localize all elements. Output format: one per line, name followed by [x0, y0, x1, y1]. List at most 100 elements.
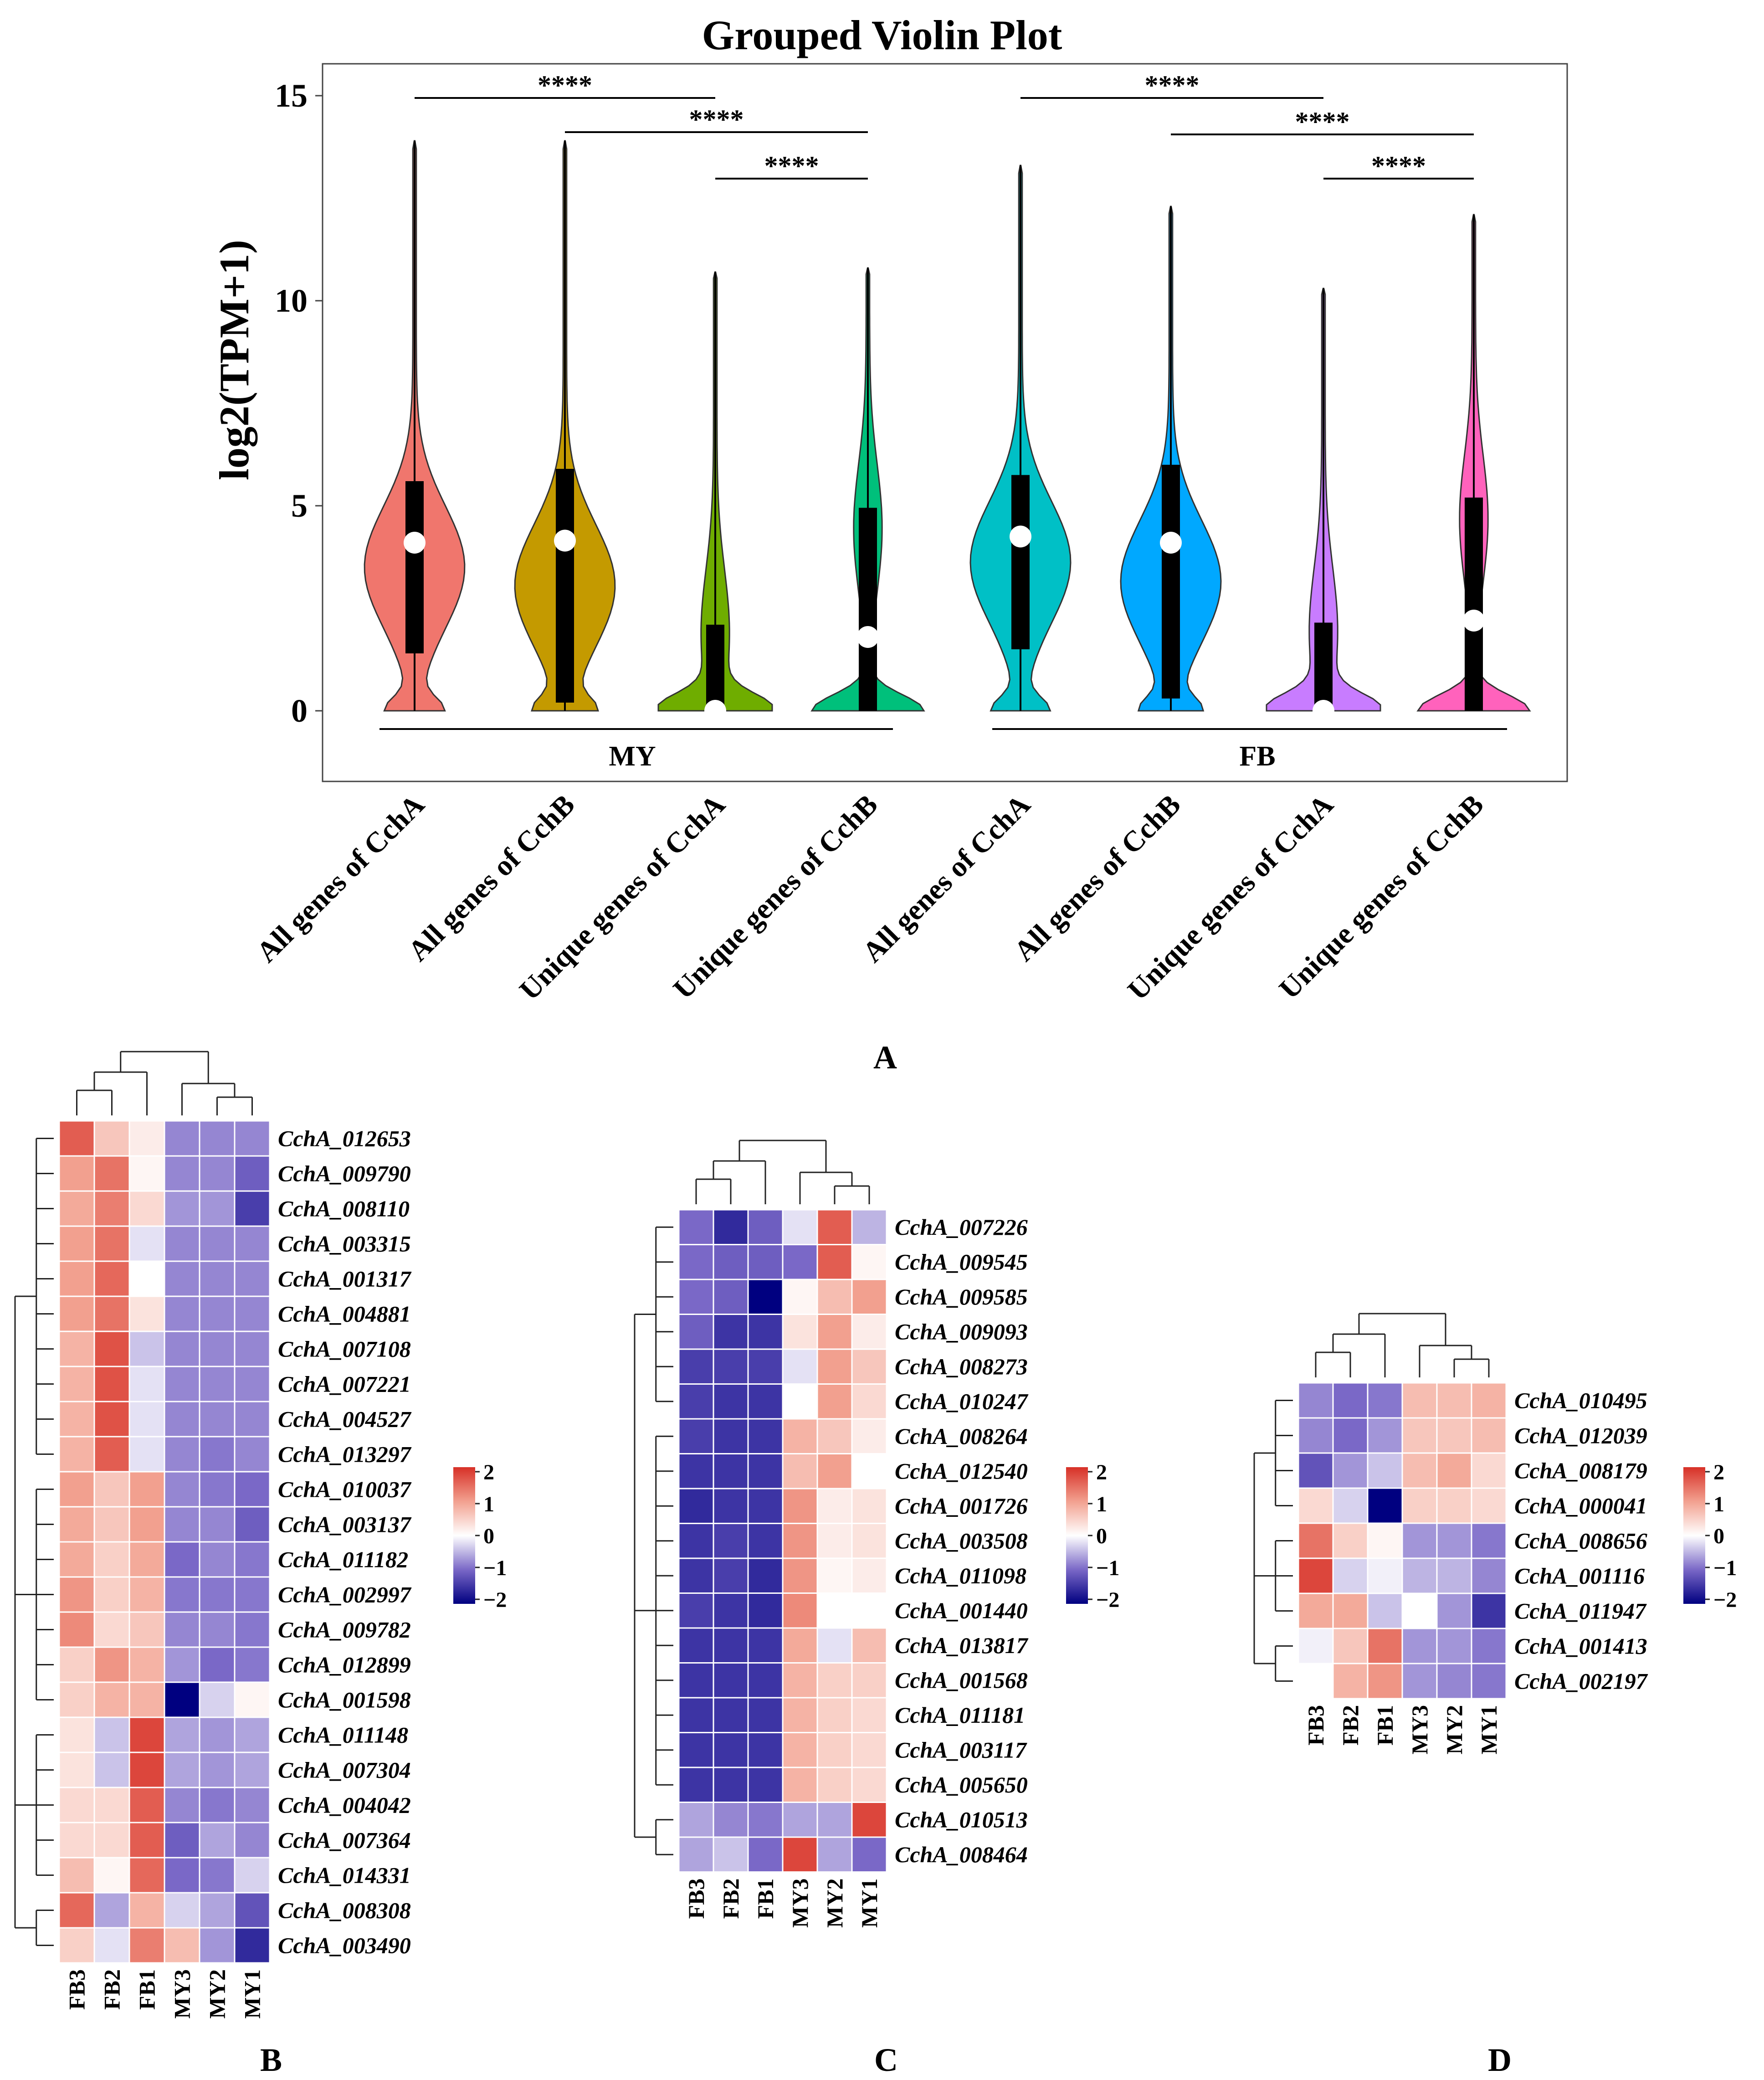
group-label: FB — [1239, 741, 1275, 772]
row-label: CchA_003117 — [895, 1737, 1027, 1763]
heatmap-cell — [678, 1418, 714, 1454]
plot-frame — [322, 63, 1568, 782]
heatmap-cell — [164, 1295, 200, 1332]
row-label: CchA_004042 — [278, 1792, 411, 1818]
heatmap-cell — [58, 1190, 95, 1227]
heatmap-cell — [93, 1366, 130, 1402]
heatmap-cell — [234, 1120, 271, 1157]
median-point — [1463, 610, 1485, 632]
heatmap-cell — [1297, 1628, 1334, 1664]
heatmap-cell — [58, 1892, 95, 1929]
heatmap-cell — [678, 1557, 714, 1594]
heatmap-cell — [128, 1927, 165, 1964]
heatmap-cell — [128, 1506, 165, 1543]
row-label: CchA_002197 — [1514, 1668, 1648, 1694]
heatmap-cell — [816, 1557, 853, 1594]
heatmap-cell — [93, 1120, 130, 1157]
legend-tick-label: 2 — [483, 1460, 494, 1484]
heatmap-cell — [1401, 1382, 1438, 1419]
heatmap-cell — [1367, 1487, 1403, 1524]
row-label: CchA_011182 — [278, 1546, 408, 1572]
row-label: CchA_005650 — [895, 1772, 1028, 1798]
row-label: CchA_009782 — [278, 1617, 411, 1642]
heatmap-cell — [747, 1767, 784, 1803]
heatmap-cell — [1367, 1557, 1403, 1594]
heatmap-cell — [713, 1732, 749, 1768]
median-point — [1313, 700, 1334, 722]
heatmap-cell — [713, 1244, 749, 1280]
heatmap-cell — [713, 1557, 749, 1594]
heatmap-cell — [164, 1716, 200, 1753]
heatmap-cell — [58, 1857, 95, 1894]
iqr-box — [1162, 465, 1180, 698]
row-label: CchA_001116 — [1514, 1563, 1645, 1588]
heatmap-cell — [93, 1892, 130, 1929]
heatmap-cell — [816, 1348, 853, 1385]
heatmap-cell — [128, 1716, 165, 1753]
heatmap-cell — [199, 1892, 236, 1929]
heatmap-cell — [234, 1892, 271, 1929]
legend-tick-label: 0 — [1713, 1524, 1724, 1548]
legend-tick-label: −2 — [1713, 1588, 1737, 1612]
heatmap-cell — [199, 1787, 236, 1823]
heatmap-cell — [234, 1506, 271, 1543]
y-axis-ticks: 0 5 10 15 — [275, 77, 323, 729]
heatmap-cell — [164, 1366, 200, 1402]
heatmap-cell — [93, 1927, 130, 1964]
heatmap-cell — [1471, 1452, 1507, 1489]
row-label: CchA_003490 — [278, 1932, 411, 1958]
heatmap-cell — [93, 1190, 130, 1227]
heatmap-cell — [1401, 1417, 1438, 1454]
heatmap-cell — [234, 1576, 271, 1613]
heatmap-cell — [816, 1488, 853, 1524]
heatmap-cell — [128, 1295, 165, 1332]
heatmap-cell — [1401, 1487, 1438, 1524]
heatmap-cell — [234, 1611, 271, 1648]
column-labels: FB3 FB2 FB1 MY3 MY2 MY1 — [683, 1879, 882, 1928]
heatmap-cell — [782, 1767, 818, 1803]
heatmap-cell — [747, 1244, 784, 1280]
color-legend: 2 1 0 −1 −2 — [1066, 1460, 1119, 1612]
dendrograms — [14, 1051, 253, 1946]
legend-tick-label: 1 — [483, 1492, 494, 1516]
heatmap-cell — [1367, 1592, 1403, 1629]
heatmap-cell — [851, 1662, 887, 1699]
heatmap-cell — [851, 1557, 887, 1594]
row-label: CchA_003315 — [278, 1231, 411, 1256]
heatmap-cell — [128, 1330, 165, 1367]
column-label: MY3 — [1407, 1705, 1432, 1754]
heatmap-cell — [816, 1836, 853, 1873]
heatmap-cell — [1367, 1417, 1403, 1454]
heatmap-cell — [713, 1279, 749, 1315]
iqr-box — [1011, 475, 1030, 649]
column-label: MY1 — [1476, 1705, 1502, 1754]
iqr-box — [405, 481, 424, 653]
heatmap-cell — [782, 1802, 818, 1838]
median-point — [1010, 525, 1031, 548]
heatmap-cell — [234, 1295, 271, 1332]
heatmap-cell — [851, 1453, 887, 1489]
column-label: FB2 — [718, 1879, 744, 1919]
column-label: FB1 — [134, 1969, 160, 2010]
heatmap-cell — [199, 1366, 236, 1402]
heatmap-cell — [199, 1716, 236, 1753]
heatmap-cell — [1436, 1382, 1472, 1419]
column-label: FB2 — [1338, 1705, 1363, 1746]
heatmap-cell — [234, 1366, 271, 1402]
row-label: CchA_008273 — [895, 1354, 1028, 1379]
heatmap-cell — [58, 1260, 95, 1297]
row-label: CchA_001413 — [1514, 1633, 1647, 1659]
heatmap-cell — [58, 1716, 95, 1753]
heatmap-cell — [199, 1401, 236, 1438]
heatmap-cell — [851, 1802, 887, 1838]
heatmap-cell — [1332, 1663, 1369, 1700]
heatmap-cell — [128, 1576, 165, 1613]
legend-color-bar — [1066, 1467, 1088, 1604]
row-label: CchA_012653 — [278, 1125, 411, 1151]
heatmap-panel-b: CchA_012653 CchA_009790 CchA_008110 CchA_00… — [14, 1051, 507, 2078]
heatmap-cell — [747, 1802, 784, 1838]
row-label: CchA_008308 — [278, 1897, 411, 1923]
heatmap-cell — [816, 1732, 853, 1768]
heatmap-cell — [128, 1260, 165, 1297]
row-label: CchA_010513 — [895, 1807, 1028, 1833]
